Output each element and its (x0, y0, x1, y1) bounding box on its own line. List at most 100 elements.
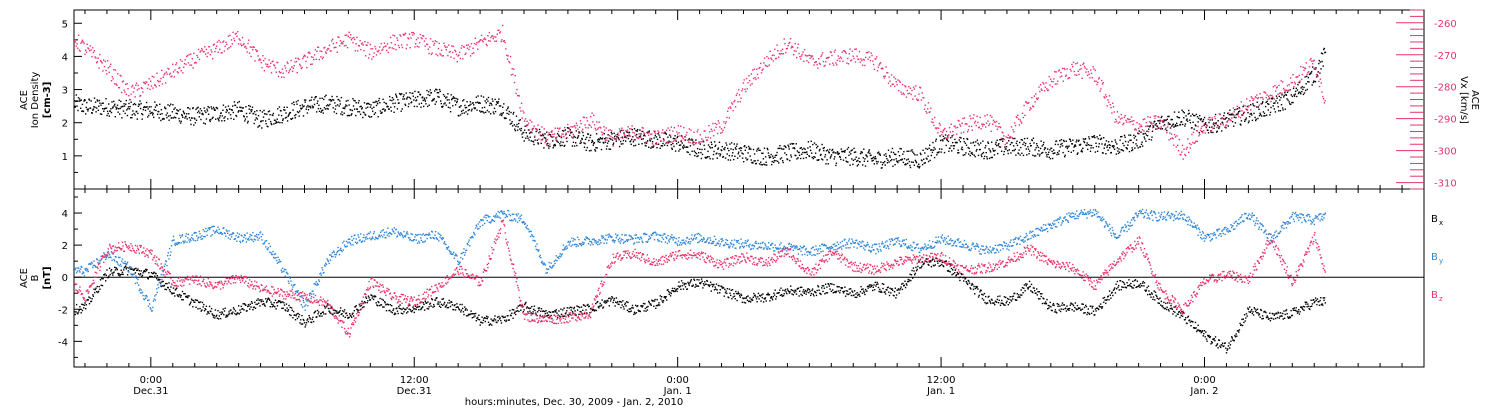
data-point (305, 60, 307, 63)
data-point (686, 151, 688, 153)
data-point (850, 59, 853, 61)
data-point (529, 136, 531, 138)
data-point (524, 120, 526, 122)
data-point (1135, 139, 1138, 141)
data-point (341, 313, 343, 315)
data-point (566, 127, 569, 129)
data-point (473, 313, 475, 315)
data-point (1224, 125, 1227, 127)
data-point (839, 155, 841, 158)
data-point (333, 47, 335, 49)
data-point (842, 150, 844, 153)
data-point (338, 98, 340, 101)
data-point (414, 308, 416, 310)
data-point (984, 115, 986, 117)
data-point (201, 112, 204, 115)
data-point (429, 94, 431, 97)
data-point (596, 121, 598, 123)
data-point (994, 143, 997, 145)
data-point (195, 306, 197, 308)
data-point (887, 149, 890, 151)
data-point (1002, 132, 1004, 134)
data-point (444, 46, 447, 49)
data-point (170, 76, 172, 78)
data-point (218, 318, 220, 320)
data-point (652, 146, 654, 149)
data-point (966, 137, 968, 140)
data-point (391, 97, 394, 99)
data-point (343, 309, 346, 311)
data-point (509, 309, 511, 312)
data-point (930, 121, 933, 123)
data-point (521, 133, 523, 135)
data-point (723, 121, 725, 123)
data-point (360, 304, 363, 307)
data-point (553, 311, 555, 313)
data-point (260, 300, 262, 303)
data-point (514, 311, 516, 313)
data-point (1300, 78, 1303, 81)
data-point (276, 118, 278, 120)
data-point (885, 155, 887, 157)
data-point (584, 142, 586, 145)
data-point (734, 155, 736, 157)
data-point (1304, 67, 1307, 70)
data-point (93, 50, 95, 52)
data-point (365, 297, 368, 299)
data-point (316, 50, 318, 52)
data-point (86, 43, 88, 45)
data-point (943, 128, 945, 131)
data-point (1184, 153, 1186, 156)
data-point (636, 133, 638, 136)
data-point (989, 114, 992, 117)
data-point (1311, 63, 1314, 65)
data-point (129, 99, 132, 101)
data-point (847, 146, 850, 149)
data-point (870, 52, 872, 54)
data-point (321, 110, 323, 112)
data-point (1263, 112, 1266, 115)
data-point (576, 137, 579, 139)
data-point (571, 131, 573, 134)
data-point (911, 89, 913, 92)
data-point (323, 47, 325, 49)
data-point (829, 63, 831, 65)
data-point (489, 40, 491, 42)
data-point (283, 76, 285, 79)
data-point (738, 151, 740, 153)
data-point (891, 83, 894, 85)
data-point (617, 137, 620, 139)
data-point (1263, 115, 1265, 117)
data-point (539, 314, 541, 316)
data-point (1104, 143, 1106, 145)
data-point (755, 78, 757, 81)
data-point (234, 312, 236, 315)
data-point (375, 100, 377, 102)
data-point (179, 122, 182, 124)
data-point (618, 134, 620, 136)
data-point (1155, 123, 1157, 125)
data-point (752, 69, 754, 71)
data-point (786, 47, 788, 50)
data-point (429, 38, 432, 40)
data-point (1176, 116, 1178, 118)
data-point (906, 159, 908, 161)
data-point (549, 143, 551, 145)
data-point (1129, 139, 1131, 142)
data-point (999, 146, 1002, 148)
data-point (1194, 114, 1196, 117)
data-point (103, 274, 106, 276)
data-point (658, 131, 660, 133)
data-point (607, 134, 609, 136)
data-point (1307, 71, 1309, 74)
data-point (1031, 97, 1033, 99)
data-point (582, 131, 584, 134)
data-point (251, 106, 254, 108)
data-point (357, 102, 360, 104)
data-point (397, 99, 399, 101)
data-point (666, 142, 668, 144)
data-point (403, 34, 405, 36)
data-point (779, 145, 781, 147)
data-point (491, 35, 493, 37)
data-point (713, 129, 716, 131)
